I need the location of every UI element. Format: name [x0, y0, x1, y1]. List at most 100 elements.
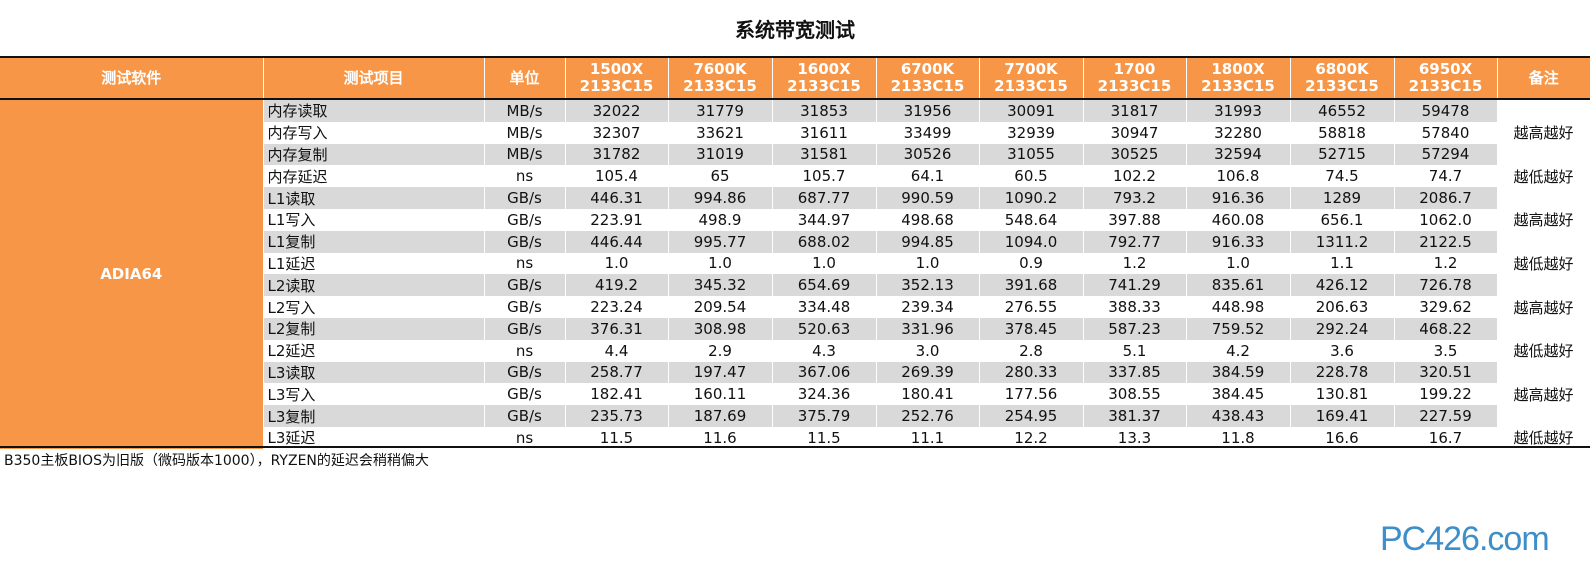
value-cell: 759.52: [1186, 317, 1291, 340]
value-cell: 46552: [1290, 99, 1395, 122]
value-cell: 1.0: [565, 252, 669, 275]
value-cell: 32594: [1186, 143, 1291, 166]
value-cell: 1289: [1290, 187, 1395, 209]
note-cell: 越高越好: [1497, 274, 1590, 340]
value-cell: 388.33: [1083, 296, 1187, 318]
value-cell: 520.63: [772, 317, 877, 340]
value-cell: 130.81: [1290, 383, 1395, 406]
value-cell: 254.95: [979, 405, 1084, 427]
value-cell: 252.76: [876, 405, 980, 427]
divider-bottom: [0, 446, 1590, 448]
value-cell: 320.51: [1394, 361, 1498, 384]
value-cell: 227.59: [1394, 405, 1498, 427]
unit-cell: GB/s: [484, 296, 566, 318]
cpu-mem: 2133C15: [1097, 77, 1172, 95]
item-cell: L1延迟: [263, 252, 485, 275]
value-cell: 345.32: [668, 274, 773, 297]
value-cell: 65: [668, 165, 773, 188]
table-row: 内存复制 MB/s 31782 31019 31581 30526 31055 30525 32…: [0, 143, 1590, 166]
value-cell: 30947: [1083, 121, 1187, 144]
cpu-mem: 2133C15: [1201, 77, 1275, 95]
header-cpu: 1700 2133C15: [1083, 58, 1187, 99]
value-cell: 31611: [772, 121, 877, 144]
note-cell: 越低越好: [1497, 339, 1590, 362]
value-cell: 741.29: [1083, 274, 1187, 297]
value-cell: 11.5: [565, 426, 669, 449]
value-cell: 1.1: [1290, 252, 1395, 275]
value-cell: 0.9: [979, 252, 1084, 275]
note-cell: 越高越好: [1497, 361, 1590, 427]
table-row: 内存延迟 ns 105.4 65 105.7 64.1 60.5 102.2 106.8 74.5…: [0, 165, 1590, 188]
note-cell: 越低越好: [1497, 426, 1590, 449]
value-cell: 32939: [979, 121, 1084, 144]
value-cell: 180.41: [876, 383, 980, 406]
unit-cell: MB/s: [484, 99, 566, 122]
value-cell: 990.59: [876, 187, 980, 209]
value-cell: 916.36: [1186, 187, 1291, 209]
note-cell: 越高越好: [1497, 99, 1590, 166]
value-cell: 994.86: [668, 187, 773, 209]
table-row: L3延迟 ns 11.5 11.6 11.5 11.1 12.2 13.3 11.8 16.6 16…: [0, 426, 1590, 449]
value-cell: 994.85: [876, 230, 980, 253]
value-cell: 329.62: [1394, 296, 1498, 318]
value-cell: 169.41: [1290, 405, 1395, 427]
table-row: L2写入 GB/s 223.24 209.54 334.48 239.34 276.55 38…: [0, 296, 1590, 318]
value-cell: 31782: [565, 143, 669, 166]
value-cell: 32307: [565, 121, 669, 144]
page-title: 系统带宽测试: [735, 17, 855, 42]
value-cell: 426.12: [1290, 274, 1395, 297]
value-cell: 31779: [668, 99, 773, 122]
value-cell: 30091: [979, 99, 1084, 122]
value-cell: 30525: [1083, 143, 1187, 166]
table-row: 内存写入 MB/s 32307 33621 31611 33499 32939 30947 32…: [0, 121, 1590, 144]
item-cell: L2复制: [263, 317, 485, 340]
cpu-name: 6700K: [900, 60, 955, 78]
item-cell: 内存延迟: [263, 165, 485, 188]
value-cell: 31581: [772, 143, 877, 166]
item-cell: L1复制: [263, 230, 485, 253]
unit-cell: GB/s: [484, 187, 566, 209]
value-cell: 4.3: [772, 339, 877, 362]
value-cell: 1.0: [668, 252, 773, 275]
item-cell: L2写入: [263, 296, 485, 318]
footnote: B350主板BIOS为旧版（微码版本1000），RYZEN的延迟会稍稍偏大: [4, 453, 429, 469]
value-cell: 105.7: [772, 165, 877, 188]
value-cell: 308.98: [668, 317, 773, 340]
unit-cell: MB/s: [484, 121, 566, 144]
value-cell: 448.98: [1186, 296, 1291, 318]
value-cell: 57840: [1394, 121, 1498, 144]
table-row: L1延迟 ns 1.0 1.0 1.0 1.0 0.9 1.2 1.0 1.1 1.2 越低越好: [0, 252, 1590, 275]
cpu-name: 7700K: [1004, 60, 1058, 78]
value-cell: 16.7: [1394, 426, 1498, 449]
value-cell: 656.1: [1290, 208, 1395, 231]
cpu-mem: 2133C15: [1408, 77, 1483, 95]
unit-cell: GB/s: [484, 317, 566, 340]
value-cell: 31853: [772, 99, 877, 122]
unit-cell: GB/s: [484, 208, 566, 231]
value-cell: 2086.7: [1394, 187, 1498, 209]
value-cell: 548.64: [979, 208, 1084, 231]
value-cell: 460.08: [1186, 208, 1291, 231]
value-cell: 1.0: [876, 252, 980, 275]
unit-cell: ns: [484, 165, 566, 188]
value-cell: 793.2: [1083, 187, 1187, 209]
value-cell: 280.33: [979, 361, 1084, 384]
item-cell: L3复制: [263, 405, 485, 427]
value-cell: 177.56: [979, 383, 1084, 406]
value-cell: 835.61: [1186, 274, 1291, 297]
value-cell: 31993: [1186, 99, 1291, 122]
value-cell: 1.0: [1186, 252, 1291, 275]
value-cell: 391.68: [979, 274, 1084, 297]
item-cell: L3读取: [263, 361, 485, 384]
cpu-mem: 2133C15: [787, 77, 861, 95]
value-cell: 419.2: [565, 274, 669, 297]
value-cell: 52715: [1290, 143, 1395, 166]
value-cell: 58818: [1290, 121, 1395, 144]
value-cell: 13.3: [1083, 426, 1187, 449]
value-cell: 235.73: [565, 405, 669, 427]
header-cpu: 6800K 2133C15: [1290, 58, 1395, 99]
value-cell: 344.97: [772, 208, 877, 231]
cpu-mem: 2133C15: [579, 77, 654, 95]
header-unit: 单位: [484, 58, 566, 99]
value-cell: 1090.2: [979, 187, 1084, 209]
